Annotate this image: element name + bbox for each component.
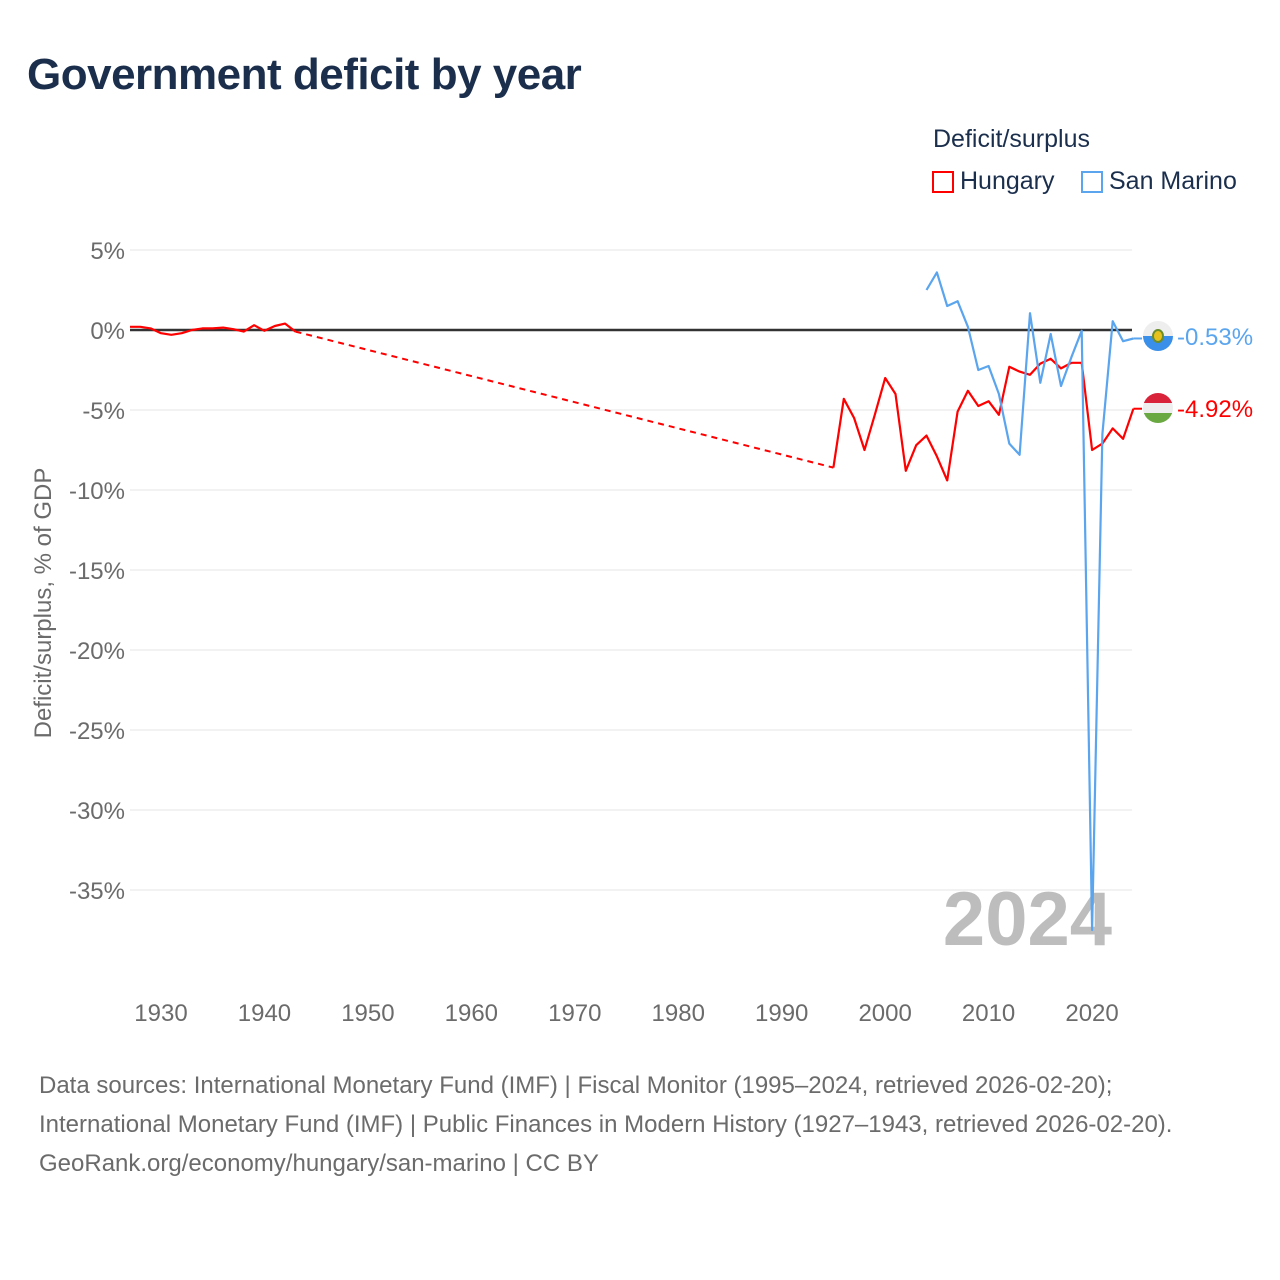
x-tick-label: 1950 (341, 1000, 394, 1027)
flag-hungary-icon (1143, 393, 1173, 403)
y-tick-label: -30% (69, 798, 125, 825)
series-line-hungary (832, 357, 1135, 482)
chart-title: Government deficit by year (27, 50, 582, 99)
year-watermark: 2024 (943, 877, 1112, 962)
x-tick-label: 2010 (962, 1000, 1015, 1027)
y-tick-label: -35% (69, 878, 125, 905)
legend-swatch (932, 170, 954, 193)
legend-item-hungary[interactable]: Hungary (932, 167, 1055, 196)
y-tick-label: -20% (69, 638, 125, 665)
plot-area: 5% 0% -5% -10% -15% -20% -25% -30% -35% 1930 1940 1… (30, 238, 1253, 1027)
series-line-san-marino (925, 271, 1134, 932)
flag-san-marino-icon (1143, 336, 1173, 351)
y-tick-label: -10% (69, 478, 125, 505)
y-tick-label: 5% (90, 238, 125, 265)
flag-hungary-icon (1143, 403, 1173, 413)
x-tick-label: 1940 (238, 1000, 291, 1027)
y-tick-label: -5% (82, 398, 125, 425)
end-label-san-marino: -0.53% (1177, 324, 1253, 351)
x-tick-label: 1970 (548, 1000, 601, 1027)
legend-label: San Marino (1109, 167, 1237, 195)
y-tick-label: -25% (69, 718, 125, 745)
series-line-hungary (130, 322, 297, 336)
y-axis-label: Deficit/surplus, % of GDP (30, 468, 57, 739)
footer: Data sources: International Monetary Fun… (39, 1066, 1239, 1183)
data-sources: Data sources: International Monetary Fun… (39, 1072, 1173, 1138)
credit-link[interactable]: GeoRank.org/economy/hungary/san-marino |… (39, 1150, 599, 1177)
flag-san-marino-icon (1143, 321, 1173, 336)
legend-label: Hungary (960, 167, 1055, 195)
series-gap-hungary (295, 330, 834, 469)
y-tick-label: -15% (69, 558, 125, 585)
x-tick-label: 1980 (652, 1000, 705, 1027)
flag-hungary-icon (1143, 413, 1173, 423)
x-tick-label: 2020 (1065, 1000, 1118, 1027)
x-tick-label: 1930 (134, 1000, 187, 1027)
flag-san-marino-emblem-icon (1152, 329, 1164, 343)
legend-title: Deficit/surplus (933, 125, 1090, 153)
x-tick-label: 1960 (445, 1000, 498, 1027)
legend-swatch (1081, 170, 1103, 193)
end-label-hungary: -4.92% (1177, 396, 1253, 423)
x-tick-label: 2000 (858, 1000, 911, 1027)
legend-item-san-marino[interactable]: San Marino (1081, 167, 1237, 196)
y-tick-label: 0% (90, 318, 125, 345)
x-tick-label: 1990 (755, 1000, 808, 1027)
